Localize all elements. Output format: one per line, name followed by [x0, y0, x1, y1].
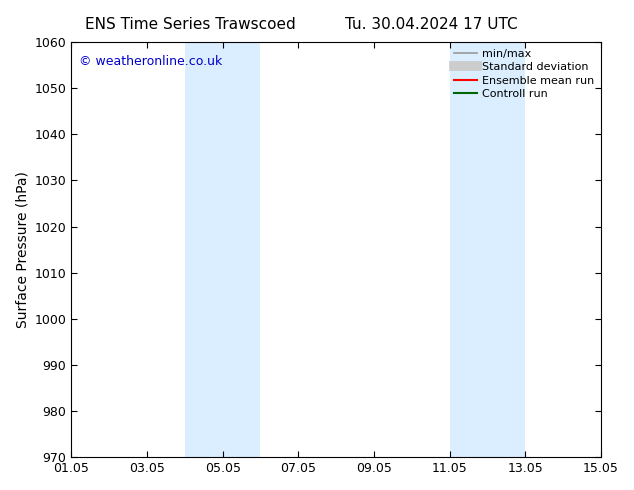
Legend: min/max, Standard deviation, Ensemble mean run, Controll run: min/max, Standard deviation, Ensemble me… — [450, 44, 599, 103]
Text: Tu. 30.04.2024 17 UTC: Tu. 30.04.2024 17 UTC — [345, 17, 517, 32]
Y-axis label: Surface Pressure (hPa): Surface Pressure (hPa) — [15, 171, 29, 328]
Text: © weatheronline.co.uk: © weatheronline.co.uk — [79, 54, 223, 68]
Text: ENS Time Series Trawscoed: ENS Time Series Trawscoed — [85, 17, 295, 32]
Bar — [450, 42, 526, 457]
Bar — [185, 42, 261, 457]
